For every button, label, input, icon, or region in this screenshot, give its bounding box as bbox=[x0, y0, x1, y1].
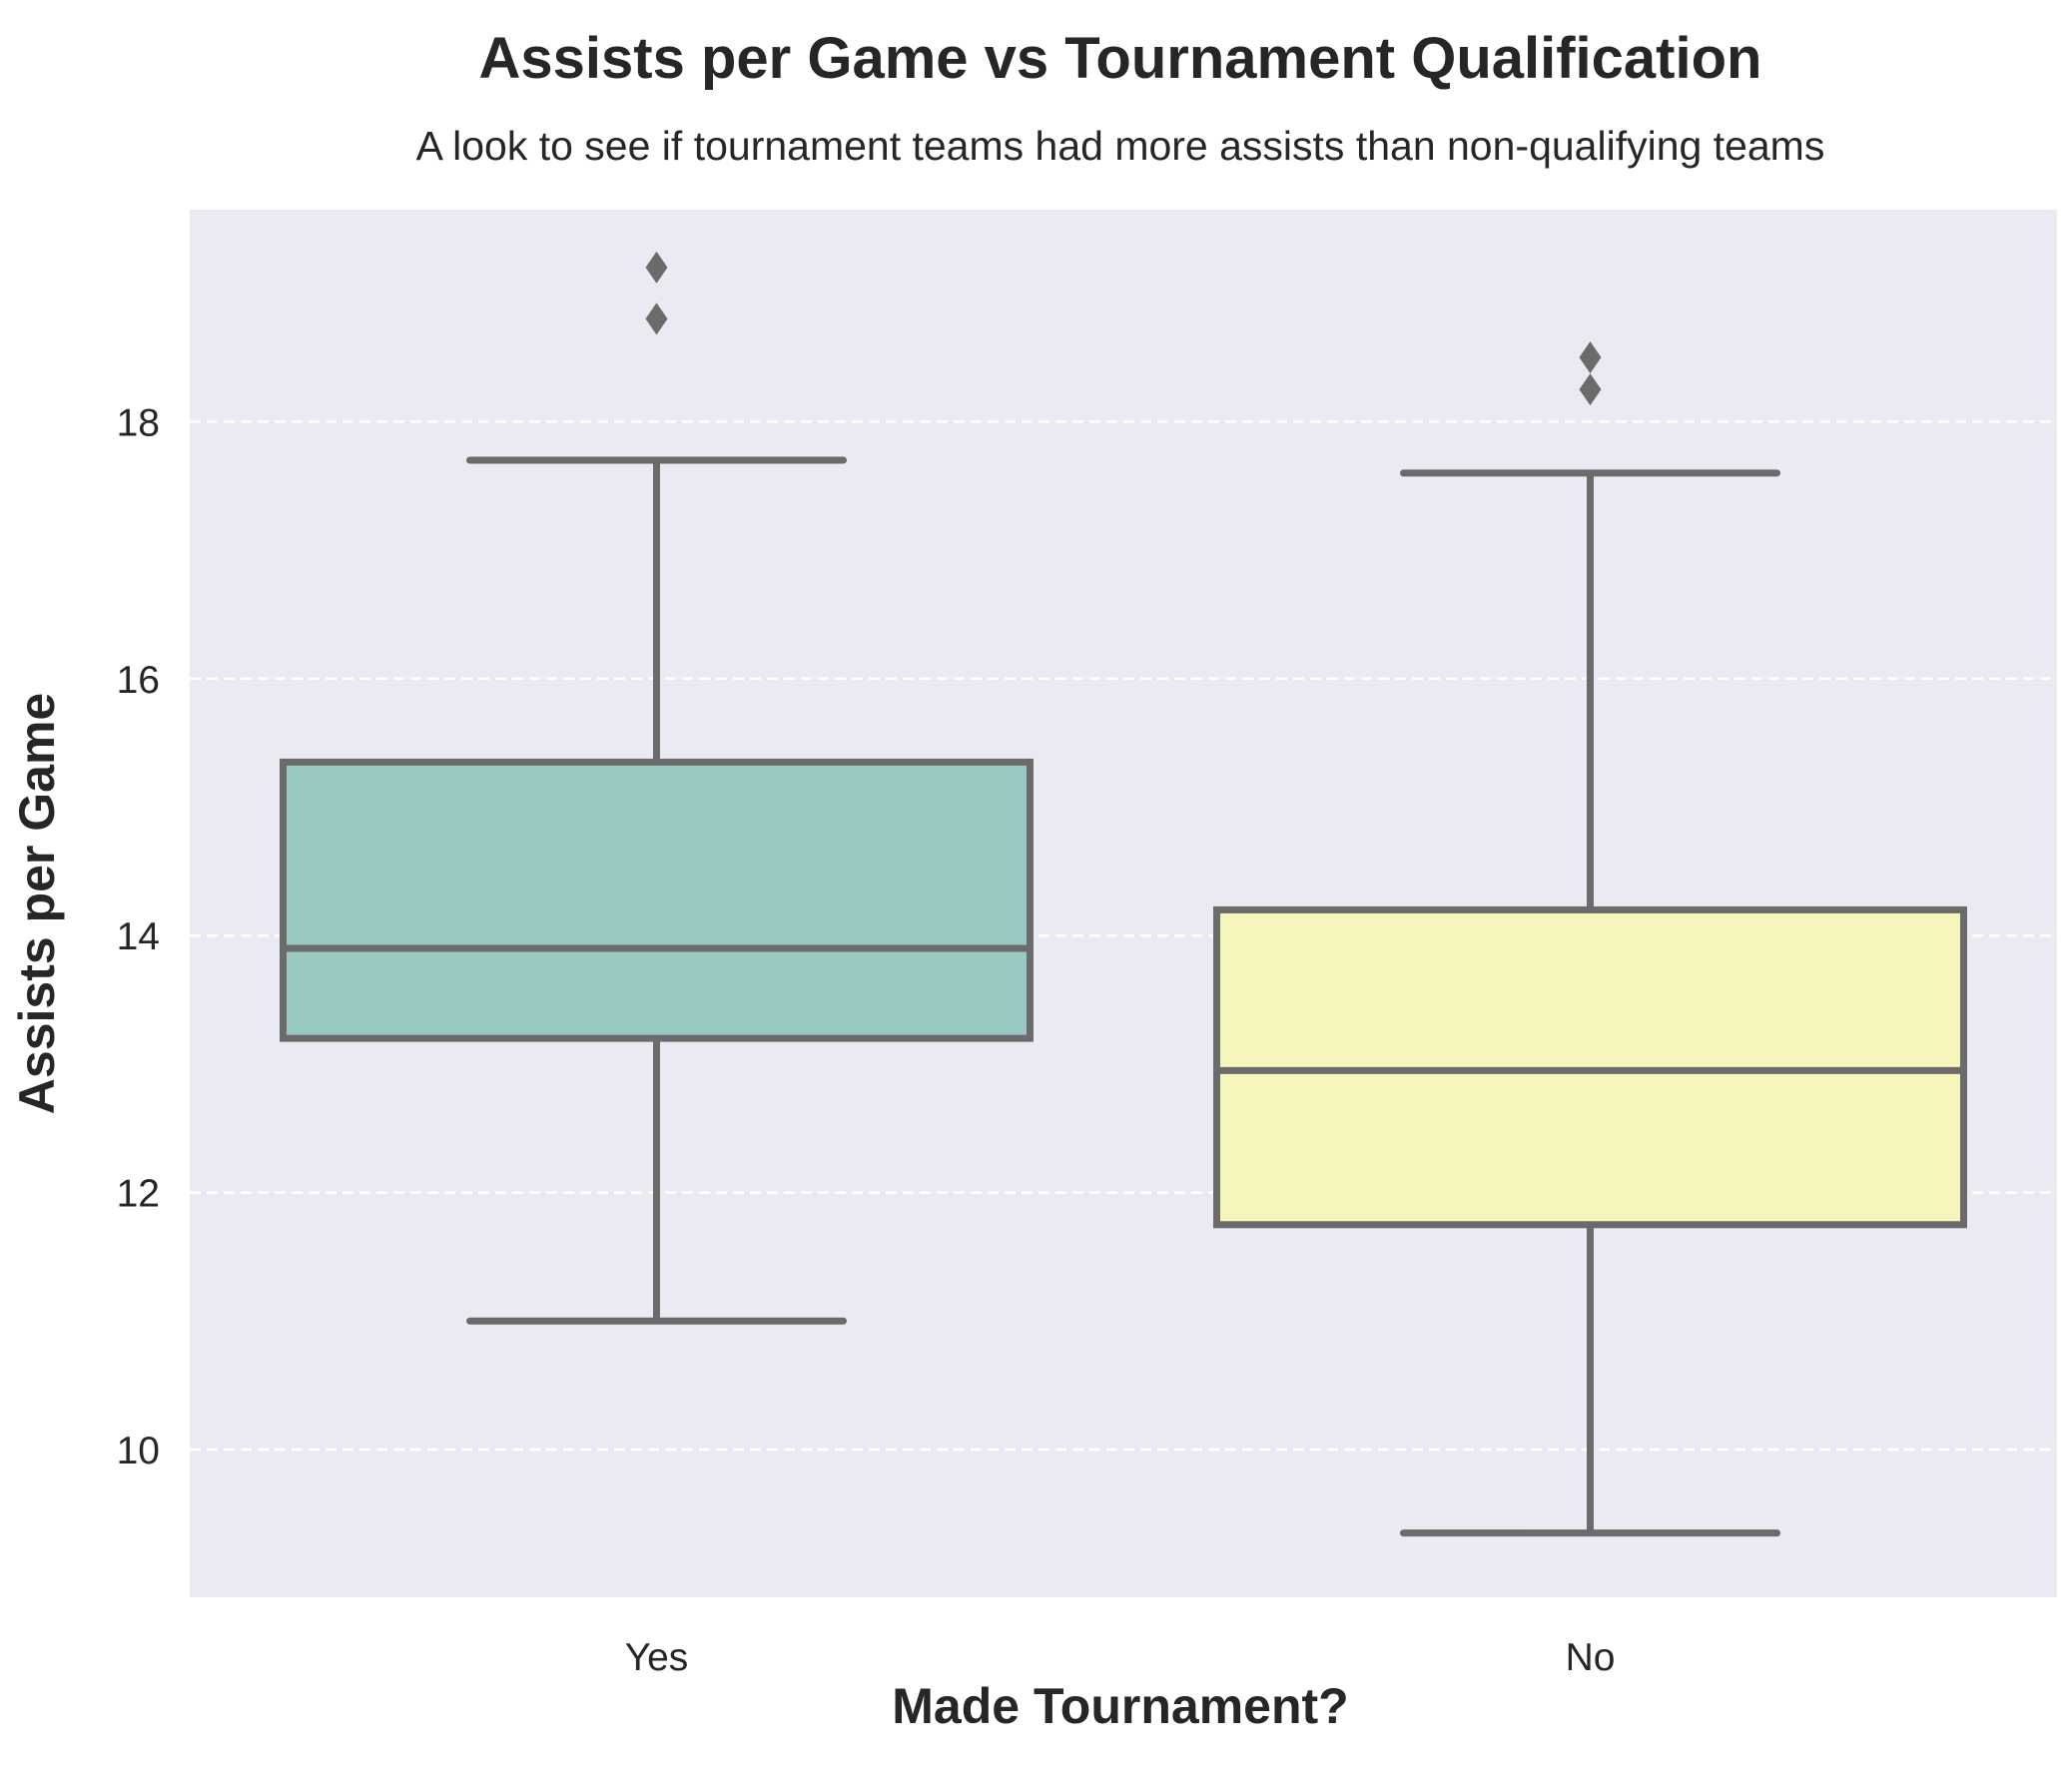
box-group bbox=[1213, 341, 1967, 1537]
y-tick-label: 16 bbox=[117, 659, 160, 702]
outlier-point bbox=[645, 302, 668, 335]
x-axis-label: Made Tournament? bbox=[892, 1678, 1348, 1734]
outlier-point bbox=[645, 251, 668, 284]
outlier-point bbox=[1579, 373, 1602, 406]
boxes bbox=[280, 251, 1967, 1537]
x-tick-label: Yes bbox=[625, 1636, 689, 1679]
y-tick-label: 10 bbox=[117, 1430, 160, 1472]
y-tick-label: 18 bbox=[117, 401, 160, 444]
iqr-box bbox=[280, 758, 1034, 1042]
chart-title: Assists per Game vs Tournament Qualifica… bbox=[479, 26, 1762, 91]
x-tick-label: No bbox=[1566, 1636, 1616, 1679]
box-group bbox=[280, 251, 1034, 1325]
y-tick-label: 14 bbox=[117, 915, 160, 958]
y-tick-label: 12 bbox=[117, 1173, 160, 1216]
y-axis-label: Assists per Game bbox=[9, 693, 65, 1114]
tick-labels: 10 12 14 16 18 Yes No bbox=[117, 401, 1616, 1679]
chart-subtitle: A look to see if tournament teams had mo… bbox=[416, 123, 1825, 169]
outlier-point bbox=[1579, 341, 1602, 374]
